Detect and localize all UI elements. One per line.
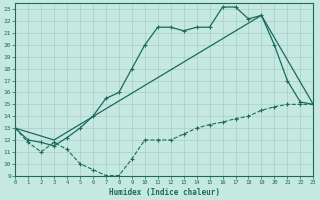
X-axis label: Humidex (Indice chaleur): Humidex (Indice chaleur) <box>109 188 220 197</box>
